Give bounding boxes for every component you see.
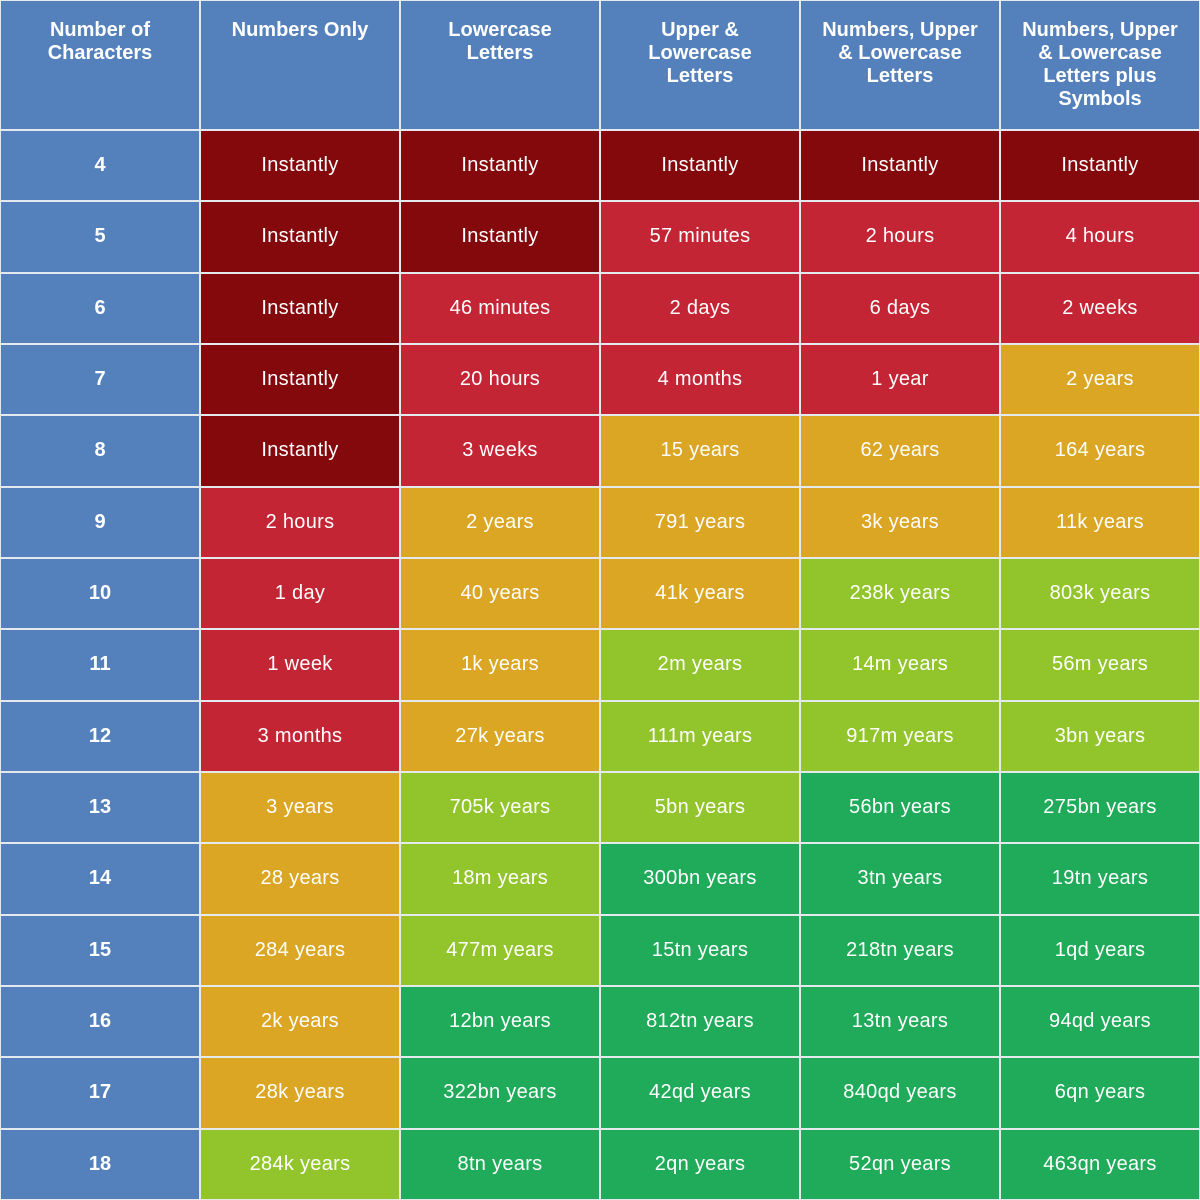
crack-time-cell: 94qd years: [1000, 985, 1200, 1058]
crack-time-cell: 2 days: [600, 272, 800, 344]
crack-time-cell: 803k years: [1000, 557, 1200, 630]
crack-time-cell: 705k years: [400, 771, 600, 844]
row-label: 16: [0, 985, 200, 1058]
crack-time-cell: 2 years: [1000, 343, 1200, 416]
crack-time-cell: 164 years: [1000, 415, 1200, 487]
crack-time-cell: 322bn years: [400, 1057, 600, 1129]
row-label: 8: [0, 415, 200, 487]
crack-time-cell: 2m years: [600, 629, 800, 701]
row-label: 15: [0, 914, 200, 986]
column-header: Numbers Only: [200, 0, 400, 130]
row-label: 12: [0, 700, 200, 772]
crack-time-cell: 284 years: [200, 914, 400, 986]
crack-time-cell: 20 hours: [400, 343, 600, 416]
row-label: 10: [0, 557, 200, 630]
crack-time-cell: 12bn years: [400, 985, 600, 1058]
crack-time-cell: 4 months: [600, 343, 800, 416]
crack-time-cell: 284k years: [200, 1128, 400, 1200]
crack-time-cell: 2 hours: [200, 486, 400, 558]
crack-time-cell: 2 hours: [800, 201, 1000, 273]
crack-time-cell: 2 years: [400, 486, 600, 558]
crack-time-cell: 41k years: [600, 557, 800, 630]
crack-time-cell: 3 years: [200, 771, 400, 844]
crack-time-cell: 2 weeks: [1000, 272, 1200, 344]
crack-time-cell: 15tn years: [600, 914, 800, 986]
row-label: 13: [0, 771, 200, 844]
crack-time-cell: 3k years: [800, 486, 1000, 558]
crack-time-cell: 52qn years: [800, 1128, 1000, 1200]
crack-time-cell: Instantly: [400, 130, 600, 202]
column-header: Lowercase Letters: [400, 0, 600, 130]
crack-time-cell: 1k years: [400, 629, 600, 701]
crack-time-cell: 6 days: [800, 272, 1000, 344]
column-header: Numbers, Upper & Lowercase Letters: [800, 0, 1000, 130]
crack-time-cell: 18m years: [400, 843, 600, 915]
crack-time-cell: 19tn years: [1000, 843, 1200, 915]
row-label: 4: [0, 130, 200, 202]
column-header: Numbers, Upper & Lowercase Letters plus …: [1000, 0, 1200, 130]
crack-time-cell: 11k years: [1000, 486, 1200, 558]
crack-time-cell: Instantly: [200, 272, 400, 344]
crack-time-cell: 840qd years: [800, 1057, 1000, 1129]
crack-time-cell: 3 weeks: [400, 415, 600, 487]
crack-time-cell: 56bn years: [800, 771, 1000, 844]
crack-time-cell: 300bn years: [600, 843, 800, 915]
crack-time-cell: 3tn years: [800, 843, 1000, 915]
row-label: 6: [0, 272, 200, 344]
crack-time-cell: 8tn years: [400, 1128, 600, 1200]
row-label: 14: [0, 843, 200, 915]
crack-time-cell: 14m years: [800, 629, 1000, 701]
crack-time-cell: 4 hours: [1000, 201, 1200, 273]
crack-time-cell: Instantly: [800, 130, 1000, 202]
crack-time-cell: 1 day: [200, 557, 400, 630]
crack-time-cell: 275bn years: [1000, 771, 1200, 844]
crack-time-cell: 463qn years: [1000, 1128, 1200, 1200]
row-label: 7: [0, 343, 200, 416]
row-label: 11: [0, 629, 200, 701]
crack-time-cell: 56m years: [1000, 629, 1200, 701]
row-label: 17: [0, 1057, 200, 1129]
crack-time-cell: Instantly: [600, 130, 800, 202]
crack-time-cell: 812tn years: [600, 985, 800, 1058]
crack-time-cell: 42qd years: [600, 1057, 800, 1129]
crack-time-cell: 111m years: [600, 700, 800, 772]
crack-time-cell: 1 week: [200, 629, 400, 701]
crack-time-cell: 1qd years: [1000, 914, 1200, 986]
crack-time-cell: 477m years: [400, 914, 600, 986]
row-label: 5: [0, 201, 200, 273]
crack-time-cell: 62 years: [800, 415, 1000, 487]
crack-time-cell: Instantly: [1000, 130, 1200, 202]
crack-time-cell: 238k years: [800, 557, 1000, 630]
crack-time-cell: 2k years: [200, 985, 400, 1058]
crack-time-cell: Instantly: [200, 343, 400, 416]
crack-time-cell: 27k years: [400, 700, 600, 772]
crack-time-cell: 13tn years: [800, 985, 1000, 1058]
crack-time-cell: 5bn years: [600, 771, 800, 844]
crack-time-cell: 15 years: [600, 415, 800, 487]
crack-time-cell: Instantly: [200, 415, 400, 487]
column-header: Upper & Lowercase Letters: [600, 0, 800, 130]
crack-time-cell: Instantly: [400, 201, 600, 273]
crack-time-cell: 218tn years: [800, 914, 1000, 986]
crack-time-cell: 791 years: [600, 486, 800, 558]
crack-time-cell: 28k years: [200, 1057, 400, 1129]
crack-time-cell: 1 year: [800, 343, 1000, 416]
crack-time-cell: 46 minutes: [400, 272, 600, 344]
crack-time-cell: 3 months: [200, 700, 400, 772]
row-label: 9: [0, 486, 200, 558]
crack-time-cell: 917m years: [800, 700, 1000, 772]
crack-time-cell: 28 years: [200, 843, 400, 915]
crack-time-cell: Instantly: [200, 130, 400, 202]
row-label: 18: [0, 1128, 200, 1200]
crack-time-cell: 57 minutes: [600, 201, 800, 273]
crack-time-cell: Instantly: [200, 201, 400, 273]
crack-time-cell: 3bn years: [1000, 700, 1200, 772]
crack-time-cell: 2qn years: [600, 1128, 800, 1200]
crack-time-cell: 40 years: [400, 557, 600, 630]
column-header: Number of Characters: [0, 0, 200, 130]
crack-time-cell: 6qn years: [1000, 1057, 1200, 1129]
